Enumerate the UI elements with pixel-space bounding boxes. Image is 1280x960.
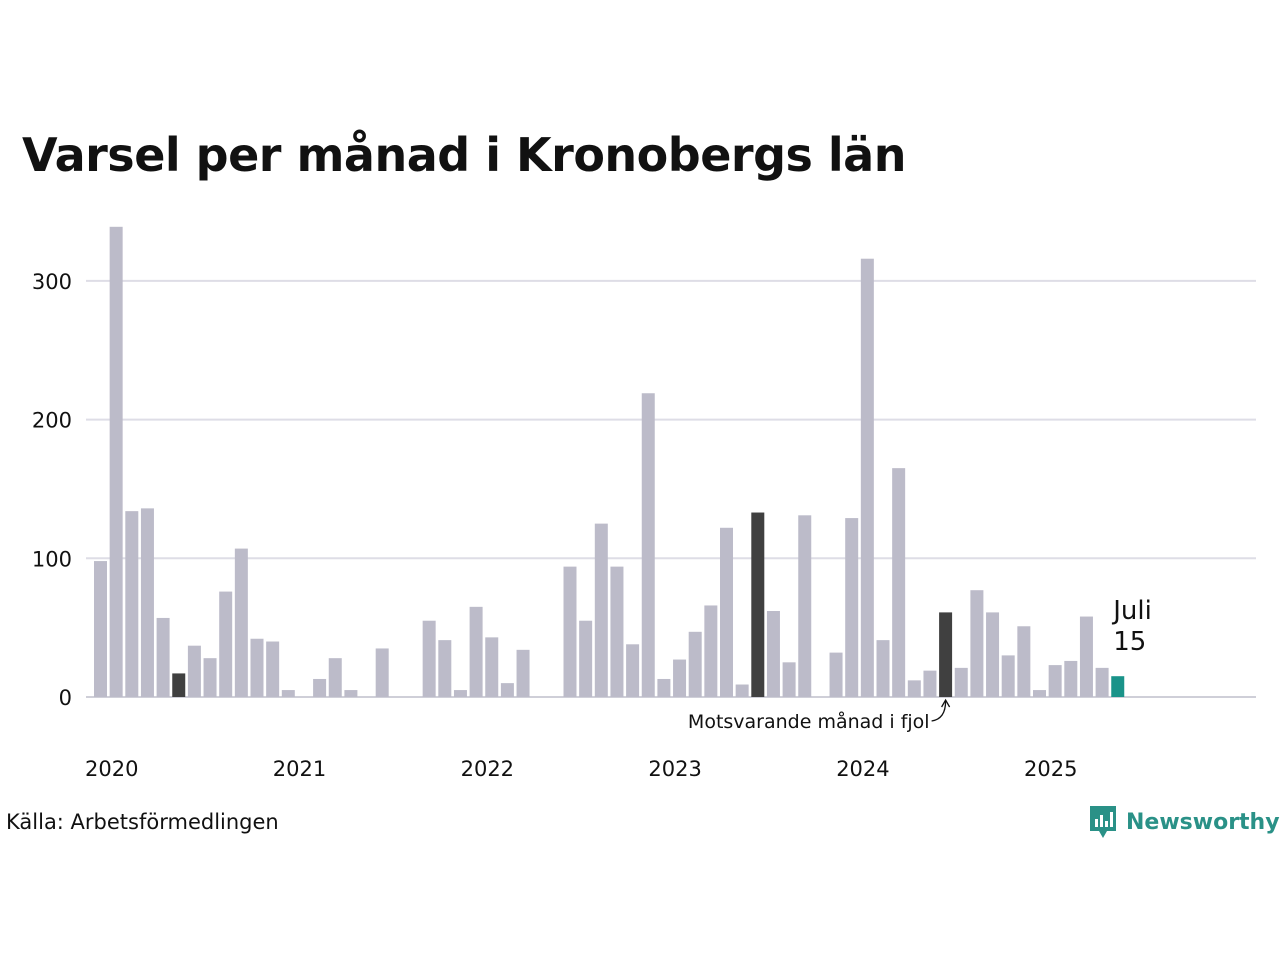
bar — [907, 680, 921, 697]
bar — [328, 658, 342, 697]
bar — [344, 690, 358, 697]
bar — [156, 617, 170, 697]
bar — [187, 645, 201, 697]
x-tick-label: 2023 — [648, 757, 701, 781]
bar — [422, 620, 436, 697]
bar — [610, 566, 624, 697]
bar — [798, 515, 812, 697]
bar-previous-year — [939, 612, 953, 697]
bar — [641, 393, 655, 697]
bar — [594, 523, 608, 697]
logo-text: Newsworthy — [1126, 809, 1280, 835]
y-axis-ticks: 0 100 200 300 — [32, 270, 72, 710]
bar — [500, 683, 514, 697]
x-tick-label: 2022 — [461, 757, 514, 781]
bar — [892, 468, 906, 697]
bar — [735, 684, 749, 697]
y-tick-label: 300 — [32, 270, 72, 294]
current-month-label: Juli — [1111, 596, 1152, 626]
bar — [1001, 655, 1015, 697]
bar — [876, 640, 890, 697]
bar — [219, 591, 233, 697]
bar — [720, 527, 733, 697]
bar — [579, 620, 593, 697]
bar — [688, 631, 702, 697]
bar — [1048, 665, 1062, 697]
bars — [94, 226, 1125, 697]
bar — [766, 611, 780, 697]
bar — [829, 652, 843, 697]
x-axis-year-labels: 2020 2021 2022 2023 2024 2025 — [85, 757, 1077, 781]
bar — [94, 561, 107, 697]
bar — [970, 590, 984, 697]
bar — [203, 658, 217, 697]
previous-year-annotation: Motsvarande månad i fjol — [688, 710, 930, 733]
bar — [234, 548, 248, 697]
current-value-label: 15 — [1113, 627, 1146, 657]
bar — [109, 226, 123, 697]
bar — [860, 258, 874, 697]
bar-previous-year — [751, 512, 765, 697]
bar — [281, 690, 295, 697]
bar — [266, 641, 280, 697]
y-tick-label: 100 — [32, 547, 72, 571]
bar-chart: 0 100 200 300 2020 2021 2022 2023 2024 2025 Juli… — [32, 226, 1256, 781]
bar — [845, 518, 859, 697]
bar — [1095, 667, 1109, 697]
bar — [438, 640, 452, 697]
annotation-arrow-line — [931, 700, 947, 722]
bar — [1064, 660, 1078, 697]
x-tick-label: 2021 — [273, 757, 326, 781]
bar — [657, 678, 671, 697]
bar-current-month — [1111, 676, 1125, 697]
bar — [516, 649, 530, 697]
bar — [313, 678, 327, 697]
bar — [375, 648, 389, 697]
bar — [453, 690, 467, 697]
bar — [125, 511, 139, 697]
bar — [250, 638, 264, 697]
bar — [986, 612, 1000, 697]
bar — [485, 637, 499, 697]
bar — [563, 566, 577, 697]
y-tick-label: 200 — [32, 409, 72, 433]
bar — [782, 662, 796, 697]
bar — [1079, 616, 1093, 697]
bar — [1033, 690, 1046, 697]
x-tick-label: 2020 — [85, 757, 138, 781]
bar — [140, 508, 154, 697]
bar — [1017, 626, 1031, 697]
y-tick-label: 0 — [59, 686, 72, 710]
newsworthy-logo: Newsworthy — [1088, 804, 1280, 840]
source-note: Källa: Arbetsförmedlingen — [6, 810, 279, 834]
bar — [923, 670, 937, 697]
x-tick-label: 2025 — [1024, 757, 1077, 781]
bar — [469, 606, 483, 697]
chart-title: Varsel per månad i Kronobergs län — [22, 128, 906, 182]
bar — [626, 644, 640, 697]
bar — [673, 659, 687, 697]
bar — [954, 667, 968, 697]
x-tick-label: 2024 — [836, 757, 889, 781]
bar — [704, 605, 718, 697]
annotation-arrow-head — [941, 698, 951, 708]
bar-previous-year — [172, 673, 186, 697]
newsworthy-logo-icon — [1090, 806, 1116, 838]
